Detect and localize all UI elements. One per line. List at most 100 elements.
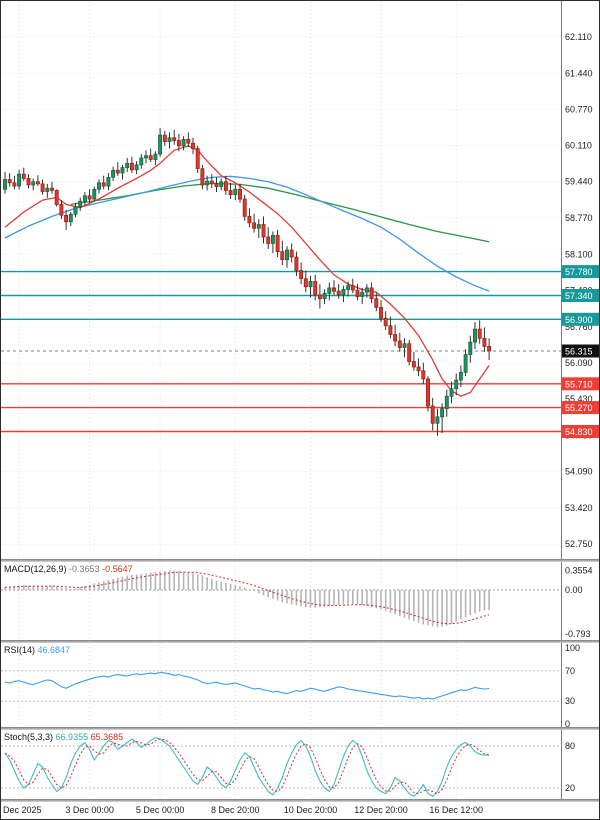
main-price-chart[interactable]: 62.110 61.440 60.770 60.110 59.440 58.770 58.1… [1, 1, 600, 559]
candle [223, 181, 228, 191]
candle [261, 224, 266, 238]
candle [17, 173, 22, 187]
candle [247, 216, 252, 224]
panel-splitter[interactable] [1, 727, 599, 730]
candle [3, 179, 7, 190]
candle [148, 155, 153, 160]
stoch-panel[interactable]: 80 20 [1, 730, 600, 799]
candle [411, 361, 416, 368]
candle [303, 278, 308, 288]
candle [214, 183, 219, 187]
candle [468, 341, 473, 355]
candle [256, 224, 261, 229]
stoch-name: Stoch(5,3,3) [4, 732, 54, 742]
candle [12, 182, 17, 187]
candle [78, 200, 83, 207]
candle [87, 195, 92, 200]
candle [115, 169, 120, 174]
price-tick-label: 56.090 [565, 358, 593, 368]
candle [332, 287, 336, 292]
candle [473, 328, 477, 343]
candle [407, 343, 412, 362]
time-gridlines [18, 643, 457, 727]
stoch-value-k: 66.9355 [55, 732, 89, 742]
ma-fast-red [4, 145, 490, 397]
stoch-axis-label: 20 [565, 783, 575, 793]
candles[interactable] [3, 128, 492, 436]
candle [289, 249, 294, 258]
candle [421, 370, 426, 380]
panel-splitter[interactable] [1, 559, 599, 562]
macd-panel[interactable]: 0.3554 0.00 -0.793 [1, 562, 600, 640]
price-level-tag [562, 377, 599, 391]
rsi-axis-label: 0 [565, 719, 570, 727]
candle [308, 281, 313, 288]
macd-axis-label: 0.3554 [565, 565, 593, 575]
candle [449, 388, 454, 397]
price-axis[interactable]: 62.110 61.440 60.770 60.110 59.440 58.770 58.1… [562, 32, 600, 549]
rsi-axis-label: 30 [565, 696, 575, 706]
macd-axis[interactable]: 0.3554 0.00 -0.793 [565, 565, 593, 639]
panel-splitter[interactable] [1, 640, 599, 643]
stoch-value-d: 65.3685 [90, 732, 124, 742]
candle [7, 179, 12, 184]
candle [73, 206, 78, 215]
price-tick-label: 54.090 [565, 467, 593, 477]
candle [162, 134, 167, 142]
candle [205, 180, 210, 186]
candle [54, 190, 59, 205]
candle [167, 137, 172, 142]
candle [181, 139, 186, 147]
price-tick-label: 60.770 [565, 105, 593, 115]
price-gridlines [1, 36, 561, 545]
rsi-axis[interactable]: 100 70 30 0 [565, 643, 580, 727]
candle [31, 181, 36, 186]
candle [426, 378, 430, 407]
candle [270, 234, 275, 244]
candle [458, 372, 463, 381]
price-level-tag-text: 54.830 [565, 427, 593, 437]
candle [252, 222, 257, 229]
stoch-d-line [4, 738, 490, 795]
price-tick-label: 61.440 [565, 68, 593, 78]
candle [129, 162, 134, 171]
current-price-tag [562, 344, 599, 358]
panel-splitter[interactable] [1, 799, 599, 802]
stoch-k-line [4, 737, 490, 798]
price-level-tag-text: 55.270 [565, 403, 593, 413]
candle [285, 249, 289, 261]
candle [360, 291, 365, 297]
candle [444, 395, 449, 410]
candle [317, 294, 322, 300]
candle [176, 140, 181, 147]
candle [430, 405, 435, 424]
time-axis[interactable]: Dec 2025 3 Dec 00:00 5 Dec 00:00 8 Dec 20:0… [1, 802, 599, 819]
candle [219, 181, 224, 187]
time-tick-label: 12 Dec 20:00 [354, 805, 408, 815]
candle [106, 177, 111, 187]
candle [82, 195, 87, 202]
macd-axis-label: 0.00 [565, 585, 583, 595]
price-tick-label: 52.750 [565, 539, 593, 549]
horizontal-levels [1, 270, 561, 433]
candle [21, 173, 26, 179]
candle [341, 289, 346, 296]
candle [327, 287, 332, 294]
candle [26, 178, 31, 186]
macd-name: MACD(12,26,9) [4, 564, 67, 574]
macd-value-main: -0.3653 [69, 564, 100, 574]
price-level-tag [562, 401, 599, 415]
price-level-tag-text: 56.900 [565, 315, 593, 325]
stoch-axis[interactable]: 80 20 [565, 741, 575, 793]
rsi-panel[interactable]: 100 70 30 0 [1, 643, 600, 727]
candle [294, 256, 299, 271]
candle [172, 137, 177, 141]
candle [402, 343, 407, 348]
ma-slow-green [70, 182, 490, 243]
candle [64, 214, 69, 223]
ma-mid-blue [4, 175, 490, 292]
time-tick-label: 8 Dec 20:00 [211, 805, 260, 815]
price-tick-label: 62.110 [565, 32, 592, 42]
candle [350, 285, 355, 291]
